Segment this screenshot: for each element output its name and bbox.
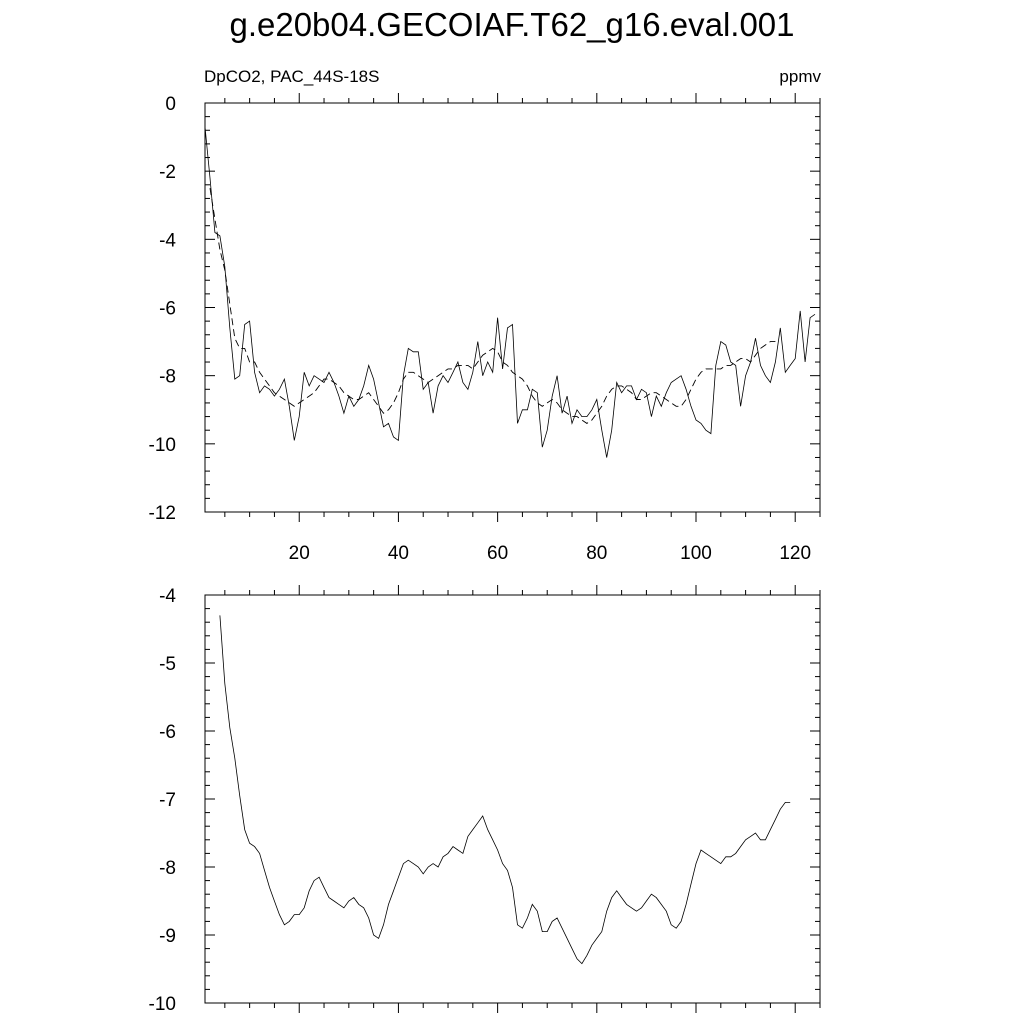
x-tick-label: 120 [779, 543, 811, 564]
y-tick-label: -10 [149, 435, 176, 456]
y-tick-label: -6 [159, 299, 176, 320]
x-tick-label: 100 [680, 543, 712, 564]
x-tick-label: 40 [388, 543, 409, 564]
panel-top: DpCO2, PAC_44S-18S ppmv 0 -2 -4 -6 -8 -10 -12 2… [149, 67, 822, 564]
panel-top-left-label: DpCO2, PAC_44S-18S [204, 67, 379, 86]
y-tick-label: -4 [159, 230, 176, 251]
panel-top-unit-label: ppmv [779, 67, 821, 86]
y-tick-label: -7 [159, 790, 176, 811]
panel-bottom: -4 -5 -6 -7 -8 -9 -10 [149, 585, 821, 1015]
y-tick-label: -6 [159, 722, 176, 743]
series-line-top-running-mean [209, 188, 776, 424]
chart-title: g.e20b04.GECOIAF.T62_g16.eval.001 [229, 6, 795, 43]
x-tick-label: 20 [289, 543, 310, 564]
plot-frame-bottom [204, 594, 821, 1004]
plot-frame-top [204, 102, 821, 513]
y-tick-label: -10 [149, 994, 176, 1015]
y-tick-label: -8 [159, 858, 176, 879]
y-tick-label: -5 [159, 654, 176, 675]
x-tick-label: 80 [586, 543, 607, 564]
series-line-bottom-raw [219, 615, 791, 965]
x-tick-label: 60 [487, 543, 508, 564]
y-tick-label: -9 [159, 926, 176, 947]
y-tick-label: -12 [149, 503, 176, 524]
y-tick-label: -8 [159, 367, 176, 388]
y-tick-label: -4 [159, 586, 176, 607]
series-line-top-raw [204, 126, 816, 458]
y-tick-label: 0 [165, 94, 176, 115]
y-tick-label: -2 [159, 162, 176, 183]
